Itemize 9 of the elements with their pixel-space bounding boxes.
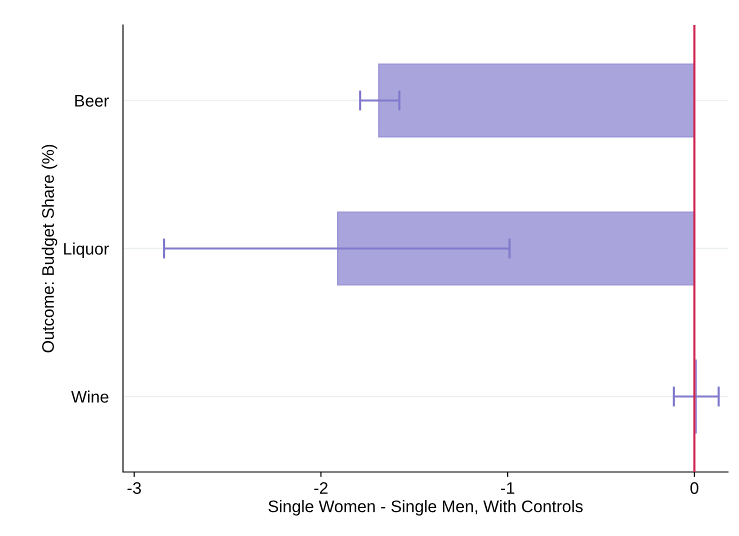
x-axis-title: Single Women - Single Men, With Controls — [268, 500, 583, 516]
y-tick-label: Beer — [75, 95, 109, 107]
x-tick-label: -3 — [128, 482, 141, 494]
x-tick-label: 0 — [690, 482, 698, 494]
x-tick-label: -1 — [500, 482, 514, 494]
x-tick-label: -2 — [314, 482, 328, 494]
y-tick-label: Liquor — [64, 242, 109, 258]
y-axis-title: Outcome: Budget Share (%) — [42, 144, 58, 352]
y-tick-label: Wine — [71, 390, 108, 403]
